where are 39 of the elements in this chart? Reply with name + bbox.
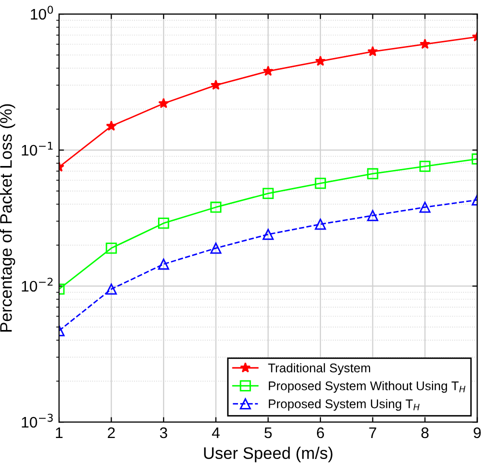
- x-tick-label: 2: [108, 427, 115, 438]
- point: [210, 80, 222, 90]
- y-tick-label: 10$^{0}$: [30, 6, 53, 20]
- x-tick-label: 4: [212, 428, 220, 438]
- x-tick-label: 3: [160, 427, 168, 438]
- point: [419, 202, 431, 213]
- point: [210, 242, 222, 254]
- point: [367, 168, 378, 180]
- x-tick-label: 6: [316, 427, 324, 438]
- y-tick-label: 10$^{−2}$: [22, 278, 53, 292]
- x-tick-label: 5: [264, 428, 272, 438]
- point: [367, 46, 378, 56]
- y-tick-label: 10$^{−3}$: [22, 414, 53, 428]
- point: [106, 120, 117, 131]
- point: [419, 160, 431, 172]
- x-tick-label: 7: [369, 428, 376, 438]
- point: [210, 202, 222, 213]
- point: [106, 284, 117, 295]
- point: [262, 228, 274, 240]
- legend-label: Proposed System Without Using T$_{H}$: [268, 381, 466, 393]
- point: [315, 56, 326, 66]
- y-axis-title: Percentage of Packet Loss (%): [0, 104, 16, 332]
- point: [367, 210, 378, 222]
- point: [420, 38, 430, 49]
- legend-label: Proposed System Using T$_{H}$: [268, 399, 420, 411]
- point: [314, 178, 326, 189]
- y-tick-label: 10$^{−1}$: [22, 142, 53, 156]
- x-tick-label: 1: [56, 428, 63, 438]
- x-axis-title: User Speed (m/s): [204, 446, 332, 462]
- point: [158, 258, 170, 270]
- point: [314, 218, 326, 230]
- point: [262, 188, 274, 199]
- x-tick-label: 8: [421, 427, 429, 438]
- point: [158, 218, 170, 229]
- point: [158, 98, 169, 108]
- legend-label: Traditional System: [268, 363, 370, 375]
- point: [106, 242, 117, 254]
- x-tick-label: 9: [474, 427, 481, 438]
- point: [262, 66, 274, 76]
